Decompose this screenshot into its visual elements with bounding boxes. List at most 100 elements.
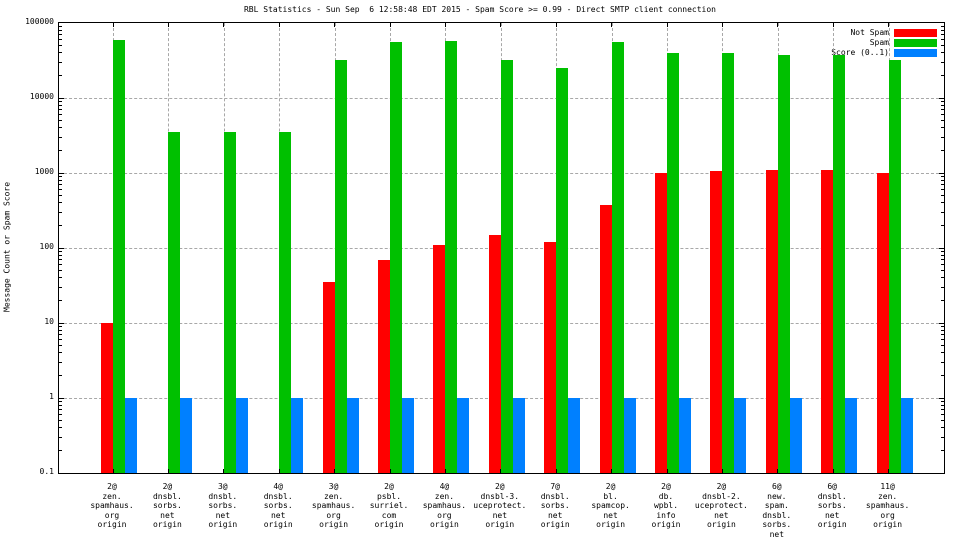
chart-title: RBL Statistics - Sun Sep 6 12:58:48 EDT … (243, 5, 716, 14)
y-tick-mark (59, 339, 62, 341)
bar-score-0-1- (734, 398, 747, 473)
y-tick-mark (59, 34, 62, 36)
x-category-label: 3@ zen. spamhaus. org origin (311, 482, 356, 529)
y-tick-mark (941, 259, 944, 261)
x-tick-mark (167, 469, 169, 473)
not-spam-swatch (894, 29, 937, 37)
y-tick-mark (941, 270, 944, 272)
y-tick-mark (941, 224, 944, 226)
legend-label: Spam (869, 38, 889, 47)
x-category-label: 6@ new. spam. dnsbl. sorbs. net origin (762, 482, 792, 540)
y-tick-mark (941, 202, 944, 204)
y-tick-mark (59, 74, 62, 76)
y-tick-mark (941, 361, 944, 363)
legend-item-not-spam: Not Spam (831, 29, 937, 37)
y-tick-mark (941, 339, 944, 341)
x-tick-mark (278, 469, 280, 473)
y-tick-mark (941, 100, 944, 102)
y-tick-mark (59, 449, 62, 451)
x-tick-mark (500, 469, 502, 473)
y-tick-mark (941, 264, 944, 266)
y-tick-mark (59, 172, 64, 174)
y-tick-mark (941, 29, 944, 31)
y-tick-mark (59, 109, 62, 111)
bar-score-0-1- (291, 398, 304, 473)
y-tick-mark (941, 374, 944, 376)
y-tick-mark (941, 189, 944, 191)
y-tick-mark (941, 409, 944, 411)
y-tick-mark (941, 120, 944, 122)
y-tick-mark (941, 45, 944, 47)
bar-score-0-1- (457, 398, 470, 473)
y-tick-mark (941, 325, 944, 327)
plot-area: Not Spam Spam Score (0..1) (58, 22, 945, 474)
y-tick-mark (941, 52, 944, 54)
bar-score-0-1- (900, 398, 913, 473)
x-tick-mark (611, 469, 613, 473)
y-tick-mark (59, 45, 62, 47)
x-category-label: 2@ dnsbl-2. uceprotect. net origin (694, 482, 748, 529)
x-category-label: 4@ zen. spamhaus. org origin (422, 482, 467, 529)
y-tick-mark (59, 361, 62, 363)
y-tick-mark (941, 25, 944, 27)
bar-spam (279, 132, 292, 473)
y-tick-mark (59, 184, 62, 186)
x-tick-mark (721, 469, 723, 473)
legend-label: Score (0..1) (831, 48, 889, 57)
y-tick-mark (941, 404, 944, 406)
x-category-label: 3@ dnsbl. sorbs. net origin (208, 482, 238, 529)
y-tick-mark (941, 127, 944, 129)
y-tick-mark (59, 286, 62, 288)
y-tick-mark (941, 149, 944, 151)
bar-score-0-1- (346, 398, 359, 473)
bar-not-spam (488, 234, 501, 473)
y-tick-mark (59, 414, 62, 416)
y-tick-label: 100000 (25, 17, 54, 26)
x-tick-mark (832, 469, 834, 473)
y-tick-mark (941, 277, 944, 279)
y-tick-label: 0.1 (39, 467, 54, 476)
y-tick-mark (59, 29, 62, 31)
y-tick-mark (59, 114, 62, 116)
y-tick-mark (941, 34, 944, 36)
y-tick-mark (59, 61, 62, 63)
y-tick-mark (941, 334, 944, 336)
bar-spam (833, 54, 846, 473)
bar-score-0-1- (235, 398, 248, 473)
y-tick-mark (939, 397, 944, 399)
x-category-label: 2@ zen. spamhaus. org origin (90, 482, 134, 529)
y-tick-mark (59, 329, 62, 331)
x-tick-mark (721, 23, 723, 27)
bar-spam (556, 68, 569, 473)
y-tick-mark (59, 259, 62, 261)
bar-spam (667, 52, 679, 473)
y-tick-mark (939, 172, 944, 174)
x-tick-mark (611, 23, 613, 27)
y-tick-mark (941, 61, 944, 63)
y-tick-mark (941, 299, 944, 301)
y-tick-mark (59, 352, 62, 354)
x-tick-mark (389, 23, 391, 27)
y-tick-label: 1 (49, 392, 54, 401)
y-tick-mark (59, 97, 64, 99)
y-tick-mark (941, 329, 944, 331)
bar-spam (113, 39, 125, 473)
bar-score-0-1- (789, 398, 802, 473)
y-tick-mark (59, 195, 62, 197)
x-tick-mark (112, 469, 114, 473)
y-tick-mark (59, 404, 62, 406)
y-tick-mark (59, 120, 62, 122)
x-category-label: 4@ dnsbl. sorbs. net origin (263, 482, 293, 529)
y-tick-mark (59, 100, 62, 102)
bar-spam (777, 54, 790, 473)
x-tick-mark (278, 23, 280, 27)
bar-spam (390, 41, 402, 473)
bar-spam (334, 60, 347, 473)
y-tick-mark (939, 247, 944, 249)
legend-label: Not Spam (850, 28, 889, 37)
y-tick-mark (59, 334, 62, 336)
bar-not-spam (765, 169, 778, 473)
bar-score-0-1- (845, 398, 858, 473)
y-tick-label: 10 (44, 317, 54, 326)
bar-score-0-1- (679, 398, 691, 473)
